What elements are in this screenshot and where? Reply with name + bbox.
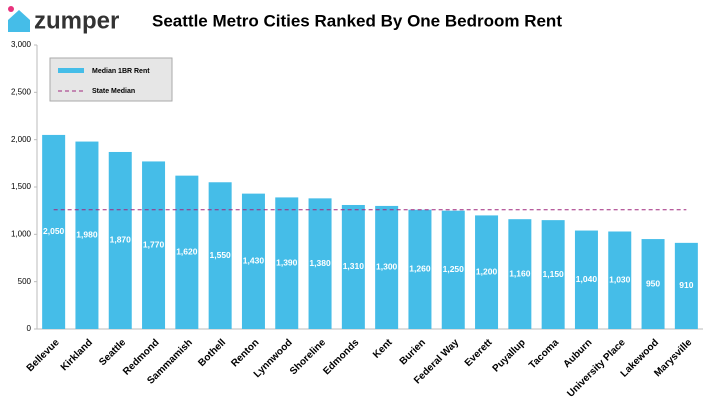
x-tick-label: University Place	[565, 337, 628, 400]
value-label: 1,040	[576, 274, 598, 284]
bar	[142, 161, 166, 329]
value-label: 2,050	[43, 226, 65, 236]
value-label: 910	[679, 280, 693, 290]
value-label: 1,620	[176, 247, 198, 257]
y-tick-label: 500	[18, 277, 32, 286]
bar	[75, 141, 99, 329]
legend-box	[49, 57, 173, 102]
logo: zumper	[8, 6, 119, 34]
bar	[408, 209, 432, 329]
value-label: 950	[646, 278, 660, 288]
value-label: 1,160	[509, 268, 531, 278]
bar	[108, 151, 132, 329]
value-label: 1,150	[543, 269, 565, 279]
value-label: 1,550	[210, 250, 232, 260]
bar	[541, 220, 565, 329]
value-label: 1,380	[309, 258, 331, 268]
x-tick-label: Auburn	[562, 337, 595, 370]
value-label: 1,870	[110, 235, 132, 245]
x-tick-label: Everett	[463, 337, 495, 369]
value-label: 1,260	[409, 264, 431, 274]
value-label: 1,390	[276, 257, 298, 267]
value-label: 1,430	[243, 256, 265, 266]
chart-title: Seattle Metro Cities Ranked By One Bedro…	[152, 11, 562, 30]
value-label: 1,300	[376, 262, 398, 272]
bar	[42, 134, 66, 329]
bar	[375, 205, 399, 329]
value-label: 1,030	[609, 274, 631, 284]
x-tick-label: Burien	[398, 337, 428, 367]
x-tick-label: Edmonds	[321, 337, 361, 377]
y-tick-label: 2,000	[11, 135, 32, 144]
x-tick-label: Renton	[229, 337, 261, 369]
value-label: 1,310	[343, 261, 365, 271]
x-tick-label: Tacoma	[527, 337, 561, 371]
y-tick-label: 1,500	[11, 182, 32, 191]
bar	[574, 230, 598, 329]
bar	[208, 182, 232, 329]
x-tick-label: Bothell	[196, 337, 228, 369]
value-label: 1,770	[143, 239, 165, 249]
bar	[175, 175, 199, 329]
bar	[441, 210, 465, 329]
x-tick-label: Puyallup	[491, 337, 528, 374]
value-label: 1,250	[443, 264, 465, 274]
bar	[275, 197, 299, 329]
value-label: 1,980	[76, 230, 98, 240]
logo-dot	[8, 6, 14, 12]
legend-swatch	[58, 68, 84, 73]
bar	[608, 231, 632, 329]
legend-label: State Median	[92, 88, 135, 95]
value-label: 1,200	[476, 266, 498, 276]
x-tick-label: Kirkland	[59, 337, 95, 373]
logo-text: zumper	[34, 7, 119, 34]
bar	[641, 239, 665, 329]
bar	[241, 193, 265, 329]
y-tick-label: 0	[27, 324, 32, 333]
x-tick-label: Kent	[371, 337, 395, 361]
y-tick-label: 1,000	[11, 229, 32, 238]
bar	[674, 242, 698, 329]
logo-icon	[8, 10, 30, 32]
y-tick-label: 3,000	[11, 40, 32, 49]
bar	[341, 204, 365, 329]
x-tick-label: Seattle	[97, 337, 128, 368]
legend-label: Median 1BR Rent	[92, 68, 150, 75]
bar	[308, 198, 332, 329]
y-tick-label: 2,500	[11, 87, 32, 96]
x-tick-label: Bellevue	[25, 337, 62, 374]
bar	[475, 215, 499, 329]
bar	[508, 219, 532, 329]
